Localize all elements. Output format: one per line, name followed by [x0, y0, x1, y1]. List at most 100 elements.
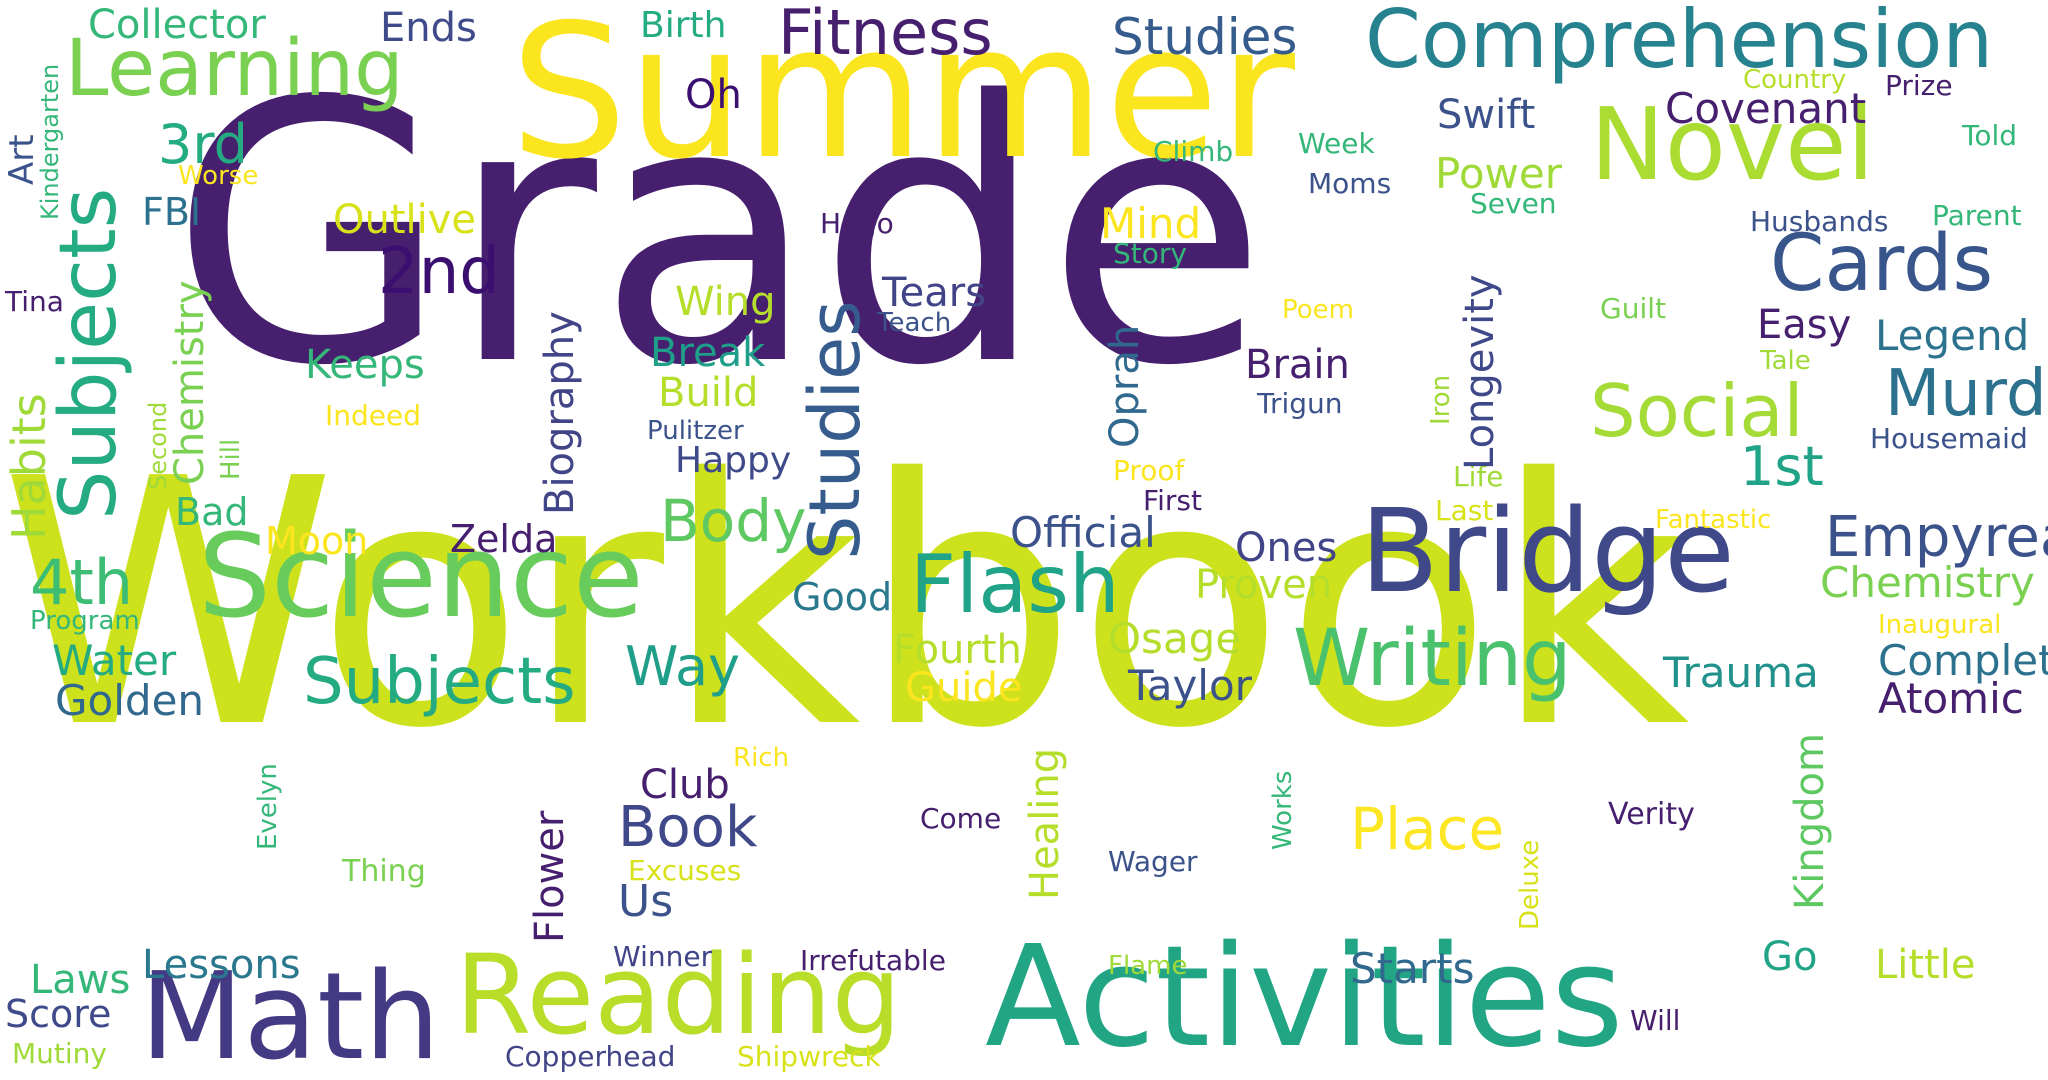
word-first: First [1143, 484, 1202, 517]
word-life: Life [1453, 460, 1504, 493]
word-guide: Fourth [893, 627, 1022, 673]
word-novel: Novel [1590, 86, 1875, 203]
word-osage: Golden [55, 676, 205, 725]
word-ends: Ends [380, 5, 477, 51]
word-complete: Chemistry [1820, 558, 2035, 607]
word-workbook: Workbook [0, 407, 1690, 803]
word-copperhead: Copperhead [505, 1040, 676, 1073]
word-last: Last [1435, 494, 1494, 527]
word-easy: Easy [1757, 302, 1852, 348]
word-kingdom: Us [618, 876, 674, 927]
word-swift: Swift [1437, 92, 1536, 138]
word-oh: Oh [685, 72, 742, 118]
word-2nd: Murder [1885, 357, 2048, 431]
word-club: Guide [905, 665, 1023, 711]
word-social: Social [1590, 369, 1804, 453]
word-rich: Rich [733, 743, 790, 773]
word-writing: Writing [1293, 614, 1572, 704]
word-mutiny: Mutiny [12, 1037, 107, 1070]
word-wager: Wager [1108, 845, 1198, 878]
word-flower: Club [640, 762, 730, 808]
word-grade: Grade [170, 25, 1268, 444]
word-zelda: Zelda [450, 517, 558, 561]
word-second: Second [144, 401, 172, 490]
word-chemistry: Chemistry [167, 280, 213, 485]
word-outlive: Outlive [333, 197, 477, 243]
word-story: Story [1113, 237, 1187, 270]
word-cards: Cards [1770, 219, 1994, 309]
word-4th: 3rd [158, 113, 248, 176]
word-brain: Brain [1245, 342, 1350, 388]
word-covenant: Covenant [1665, 84, 1867, 133]
word-climb: Climb [1153, 135, 1234, 168]
word-proof: Proof [1113, 454, 1185, 487]
word-mind: Mind [1100, 199, 1202, 248]
word-will: Will [1630, 1004, 1681, 1037]
word-husbands: Husbands [1750, 205, 1889, 238]
word-subjects: Subjects [44, 187, 134, 520]
word-empyrean: 1st [1740, 435, 1824, 498]
word-score: Score [5, 992, 112, 1036]
word-oprah: Oprah [1102, 324, 1148, 448]
word-art: Art [2, 134, 42, 185]
word-way: Place [1350, 795, 1505, 863]
word-told: Told [1962, 119, 2018, 152]
word-good: Good [792, 575, 893, 619]
word-moms: Moms [1308, 167, 1392, 200]
word-seven: Seven [1470, 187, 1557, 220]
word-winner: Winner [613, 940, 713, 973]
word-come: Come [920, 802, 1002, 835]
word-housemaid: Housemaid [1870, 422, 2028, 455]
word-longevity: Longevity [1457, 274, 1503, 470]
word-ones: Ones [1235, 525, 1338, 571]
word-iron: Iron [1426, 374, 1456, 425]
word-demon: Flower [527, 810, 573, 943]
word-biography: Biography [537, 311, 583, 515]
word-studies: Studies [794, 300, 876, 560]
word-program: Program [30, 606, 140, 636]
word-book: Empyrean [1825, 505, 2048, 570]
word-country: Country [1743, 65, 1847, 95]
word-science: Science [198, 510, 644, 644]
word-poem: Poem [1282, 295, 1354, 325]
word-killers: Healing [1022, 747, 1068, 900]
word-starts: Starts [1350, 944, 1475, 993]
word-water: Trauma [1663, 648, 1819, 697]
word-deluxe: Deluxe [1515, 839, 1545, 930]
word-fourth: Taylor [1128, 661, 1252, 710]
word-trigun: Trigun [1257, 387, 1343, 420]
word-bridge: Bridge [1360, 485, 1735, 619]
word-golden: Water [52, 636, 177, 685]
word-habits: Habits [2, 393, 56, 540]
word-flash: Flash [910, 538, 1120, 631]
word-edition: Subjects [303, 645, 576, 719]
word-reading: Reading [455, 931, 902, 1059]
word-tears: Tears [882, 270, 987, 316]
word-verity: Verity [1608, 797, 1695, 832]
word-shipwreck: Shipwreck [737, 1040, 881, 1073]
word-bad: Bad [175, 490, 249, 534]
word-tina: Tina [5, 285, 64, 318]
word-laws: Laws [30, 957, 131, 1003]
word-1st: 4th [30, 546, 134, 619]
word-thing: Thing [342, 854, 426, 889]
word-us: Body [660, 487, 807, 555]
word-atomic: Complete [1878, 636, 2048, 685]
word-keeps: Keeps [305, 342, 425, 388]
word-healing: Kingdom [1787, 733, 1833, 910]
word-parent: Parent [1932, 199, 2022, 232]
word-kindergarten: Kindergarten [36, 63, 64, 220]
word-fitness: Fitness [778, 0, 993, 69]
word-flame: Flame [1108, 951, 1188, 981]
word-indeed: Indeed [325, 399, 422, 432]
word-activities: Activities [985, 916, 1624, 1079]
word-power: Power [1435, 149, 1562, 198]
word-murder: Studies [1112, 8, 1298, 66]
word-trauma: Atomic [1878, 674, 2024, 723]
word-fbi: FBI [142, 190, 202, 234]
word-go: Go [1762, 934, 1818, 980]
word-guilt: Guilt [1600, 292, 1666, 325]
word-lessons: Lessons [142, 942, 301, 988]
word-teach: Teach [877, 308, 952, 338]
